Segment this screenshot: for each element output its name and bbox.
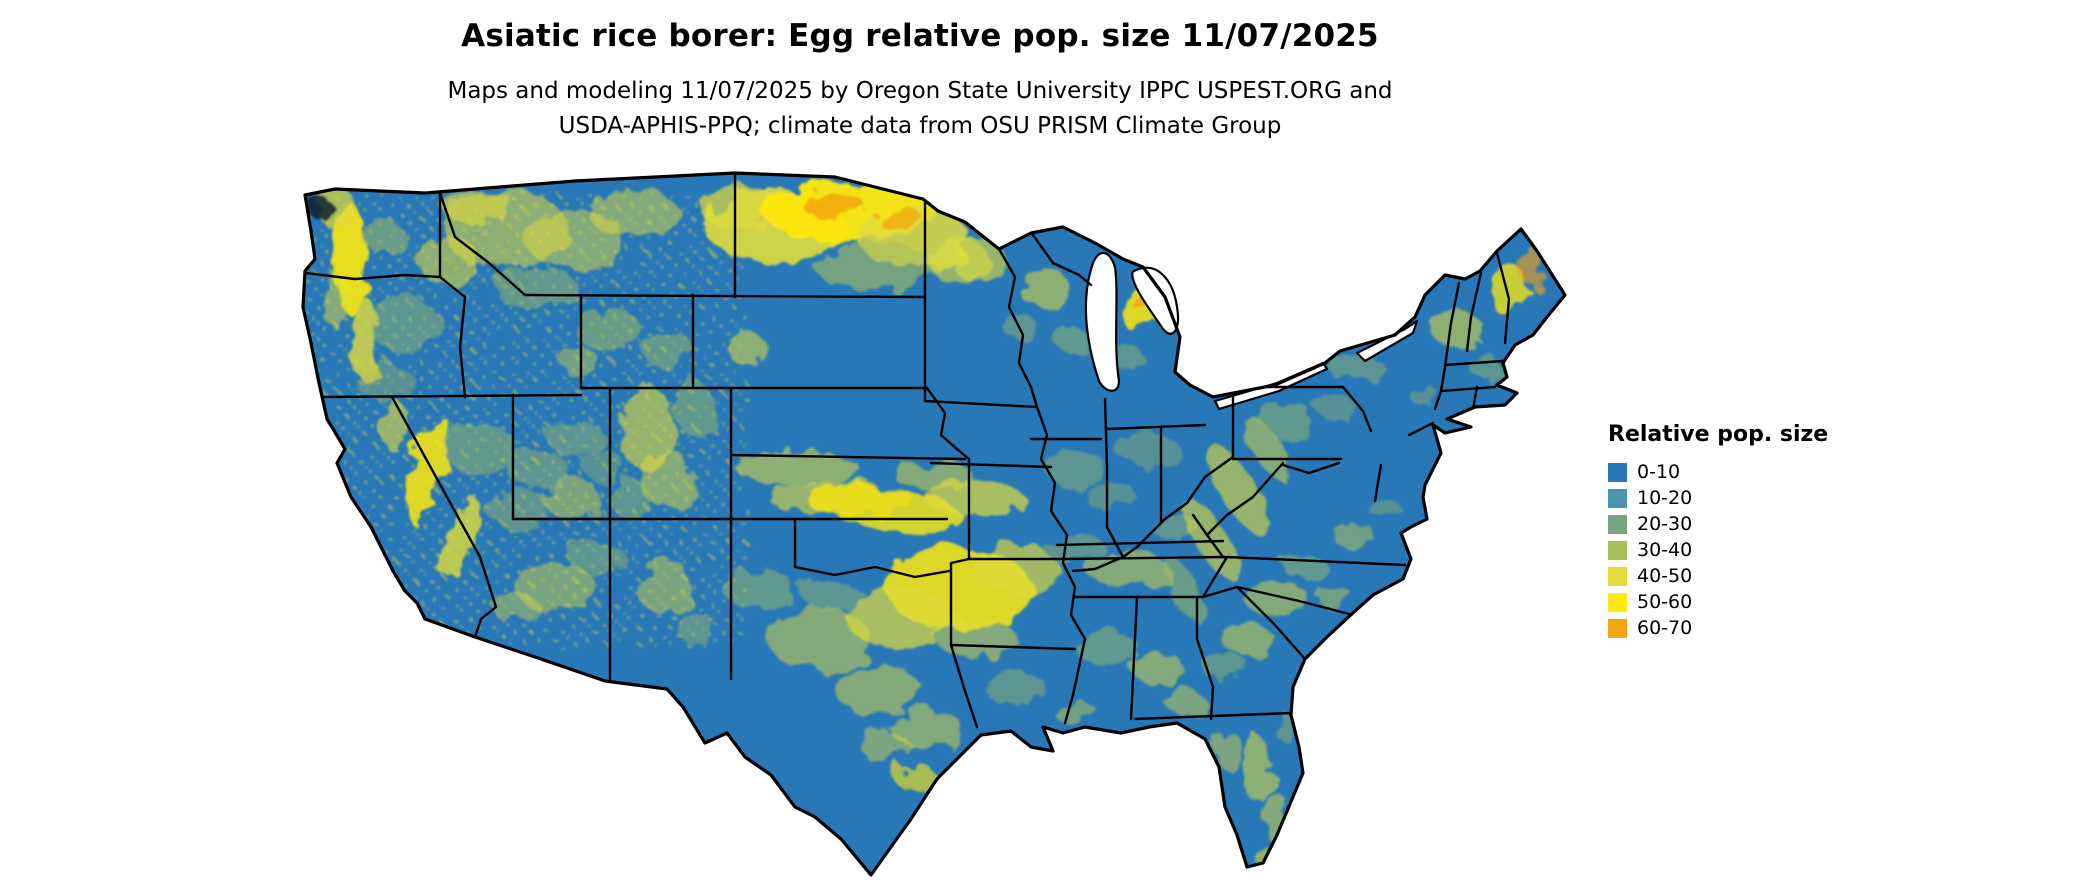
us-population-map (275, 167, 1570, 884)
legend-items: 0-10 10-20 20-30 30-40 40-50 50-60 60-70 (1608, 459, 1828, 641)
us-outline (301, 171, 1567, 877)
subtitle-line-1: Maps and modeling 11/07/2025 by Oregon S… (447, 78, 1393, 104)
legend-item: 30-40 (1608, 537, 1828, 563)
legend-label: 60-70 (1637, 617, 1693, 639)
population-hotspots (303, 183, 1544, 867)
legend-item: 40-50 (1608, 563, 1828, 589)
legend-title: Relative pop. size (1608, 422, 1829, 447)
legend-swatch-50-60 (1608, 592, 1627, 612)
legend-label: 40-50 (1637, 565, 1693, 587)
legend-label: 0-10 (1637, 461, 1681, 483)
legend-label: 10-20 (1637, 487, 1693, 509)
legend-item: 10-20 (1608, 485, 1828, 511)
us-map-svg (301, 171, 1567, 877)
legend-swatch-40-50 (1608, 566, 1627, 586)
page-title: Asiatic rice borer: Egg relative pop. si… (461, 18, 1379, 54)
legend-label: 50-60 (1637, 591, 1693, 613)
legend-swatch-10-20 (1608, 488, 1627, 508)
legend-label: 30-40 (1637, 539, 1693, 561)
legend: Relative pop. size 0-10 10-20 20-30 30-40 40… (1608, 422, 1828, 641)
legend-item: 50-60 (1608, 589, 1828, 615)
legend-swatch-60-70 (1608, 618, 1627, 638)
legend-swatch-20-30 (1608, 514, 1627, 534)
legend-item: 60-70 (1608, 615, 1828, 641)
legend-item: 20-30 (1608, 511, 1828, 537)
lake-michigan (1084, 251, 1121, 392)
page-subtitle: Maps and modeling 11/07/2025 by Oregon S… (0, 74, 1840, 144)
subtitle-line-2: USDA-APHIS-PPQ; climate data from OSU PR… (558, 113, 1282, 139)
state-borders (303, 173, 1511, 729)
legend-swatch-0-10 (1608, 462, 1627, 482)
legend-swatch-30-40 (1608, 540, 1627, 560)
legend-item: 0-10 (1608, 459, 1828, 485)
header: Asiatic rice borer: Egg relative pop. si… (0, 18, 1840, 144)
lake-huron (1131, 266, 1180, 335)
legend-label: 20-30 (1637, 513, 1693, 535)
